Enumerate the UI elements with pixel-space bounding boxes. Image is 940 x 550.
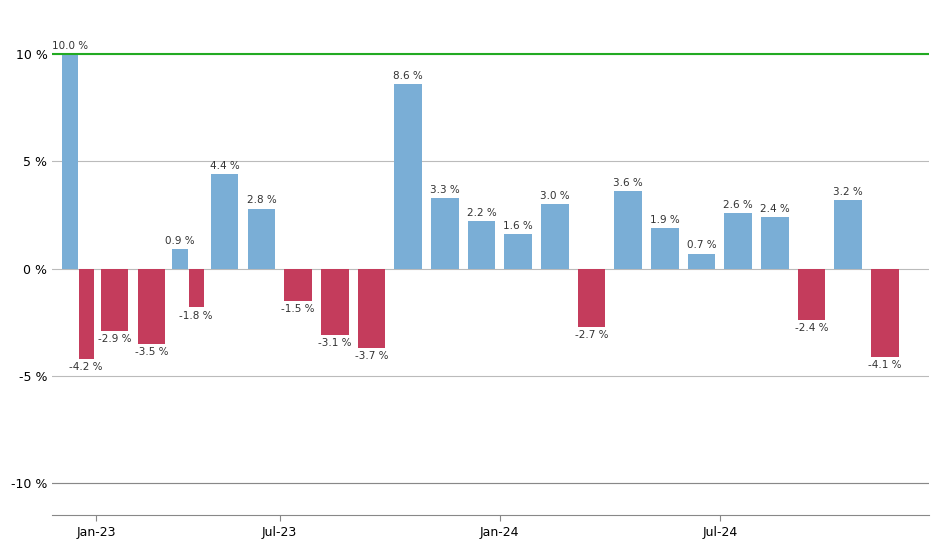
Text: -2.9 %: -2.9 % — [98, 334, 132, 344]
Bar — [871, 268, 899, 356]
Text: 8.6 %: 8.6 % — [393, 71, 423, 81]
Bar — [431, 198, 459, 268]
Text: 3.6 %: 3.6 % — [613, 178, 643, 188]
Bar — [688, 254, 715, 268]
Bar — [189, 268, 204, 307]
Bar — [321, 268, 349, 335]
Text: -3.7 %: -3.7 % — [354, 351, 388, 361]
Bar — [62, 54, 77, 268]
Text: 3.3 %: 3.3 % — [430, 185, 460, 195]
Bar — [137, 268, 165, 344]
Text: 2.8 %: 2.8 % — [246, 195, 276, 205]
Text: 1.6 %: 1.6 % — [503, 221, 533, 231]
Text: 2.4 %: 2.4 % — [760, 204, 790, 214]
Bar — [172, 249, 188, 268]
Bar — [798, 268, 825, 320]
Text: 3.0 %: 3.0 % — [540, 191, 570, 201]
Bar — [101, 268, 129, 331]
Text: -1.8 %: -1.8 % — [180, 311, 212, 321]
Text: -3.5 %: -3.5 % — [134, 347, 168, 357]
Bar — [357, 268, 385, 348]
Bar — [651, 228, 679, 268]
Bar — [211, 174, 239, 268]
Bar — [835, 200, 862, 268]
Bar — [284, 268, 312, 301]
Text: -1.5 %: -1.5 % — [281, 304, 315, 314]
Text: 2.2 %: 2.2 % — [466, 208, 496, 218]
Text: 10.0 %: 10.0 % — [52, 41, 88, 51]
Bar — [79, 268, 94, 359]
Text: 1.9 %: 1.9 % — [650, 214, 680, 224]
Text: 0.7 %: 0.7 % — [687, 240, 716, 250]
Bar — [541, 204, 569, 268]
Bar — [725, 213, 752, 268]
Text: -2.7 %: -2.7 % — [574, 330, 608, 340]
Bar — [761, 217, 789, 268]
Bar — [395, 84, 422, 268]
Bar — [468, 222, 495, 268]
Text: -4.2 %: -4.2 % — [70, 362, 102, 372]
Text: 0.9 %: 0.9 % — [165, 236, 195, 246]
Text: -2.4 %: -2.4 % — [795, 323, 828, 333]
Text: -3.1 %: -3.1 % — [318, 338, 352, 348]
Text: 3.2 %: 3.2 % — [834, 187, 863, 197]
Text: 2.6 %: 2.6 % — [723, 200, 753, 210]
Bar — [615, 191, 642, 268]
Bar — [578, 268, 605, 327]
Text: -4.1 %: -4.1 % — [869, 360, 901, 370]
Bar — [505, 234, 532, 268]
Bar — [247, 208, 275, 268]
Text: 4.4 %: 4.4 % — [210, 161, 240, 171]
